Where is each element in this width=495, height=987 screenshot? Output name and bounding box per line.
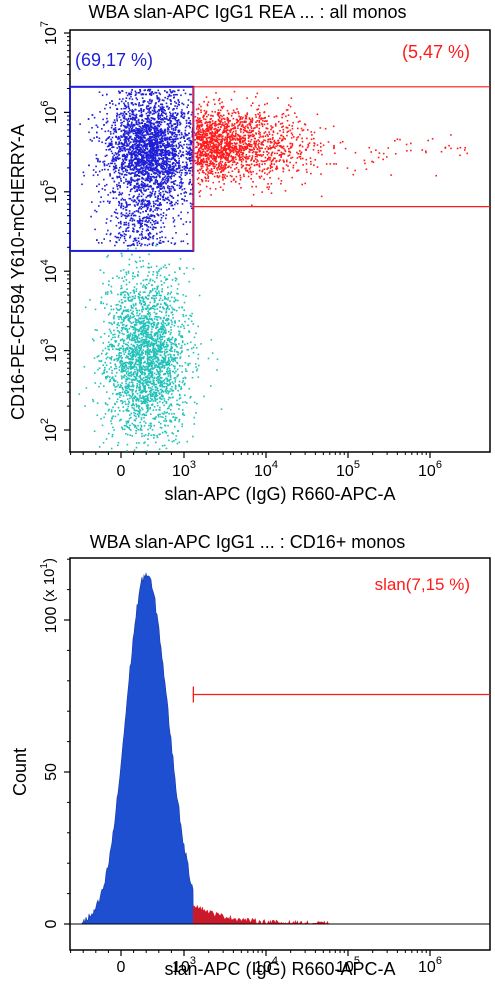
dot-plot-x-axis-label: slan-APC (IgG) R660-APC-A: [164, 484, 396, 504]
dot-plot-svg: 0 103 104 105 106 102 103 104 105 106 107 (69,17 …: [39, 21, 491, 480]
hist-y-tick-label: 100: [43, 607, 60, 634]
histogram-panel: WBA slan-APC IgG1 ... : CD16+ monos slan…: [0, 528, 495, 987]
hist-y-tick-label: 50: [43, 763, 60, 781]
hist-y-multiplier: (x 101): [39, 558, 58, 602]
dot-y-tick-label: 106: [39, 100, 60, 124]
hist-x-tick-label: 0: [117, 959, 126, 976]
dot-plot-x-axis: 0 103 104 105 106: [70, 452, 442, 480]
slan-gate-label: slan(7,15 %): [375, 575, 470, 594]
dot-plot-title: WBA slan-APC IgG1 REA ... : all monos: [88, 2, 407, 22]
dot-plot-gate-labels: (69,17 %) (5,47 %): [75, 42, 470, 70]
histogram-gate: slan(7,15 %): [192, 575, 490, 703]
dot-plot-y-axis-label: CD16-PE-CF594 Y610-mCHERRY-A: [8, 124, 28, 420]
dot-y-tick-label: 102: [39, 418, 60, 442]
histogram-y-axis: 0 50 100 (x 101): [39, 558, 70, 928]
dot-x-tick-label: 106: [418, 459, 442, 480]
histogram-x-axis-label: slan-APC (IgG) R660-APC-A: [164, 959, 396, 979]
dot-plot-panel: WBA slan-APC IgG1 REA ... : all monos 0 1…: [8, 2, 491, 504]
dot-plot-gates: [69, 85, 490, 252]
dot-x-tick-label: 0: [117, 463, 126, 480]
dot-plot-events: [78, 88, 468, 452]
dot-x-tick-label: 105: [336, 459, 360, 480]
histogram-title: WBA slan-APC IgG1 ... : CD16+ monos: [89, 532, 406, 552]
dot-x-tick-label: 103: [172, 459, 196, 480]
dot-y-tick-label: 105: [39, 180, 60, 204]
histogram-bins: [70, 572, 490, 925]
dot-x-tick-label: 104: [254, 459, 278, 480]
histogram-y-axis-label: Count: [10, 747, 30, 796]
histogram-area-slan-negative: [81, 572, 194, 925]
dot-y-tick-label: 107: [39, 21, 60, 45]
gate-label-blue: (69,17 %): [75, 50, 153, 70]
dot-y-tick-label: 104: [39, 259, 60, 283]
hist-y-tick-label: 0: [43, 919, 60, 928]
dot-y-tick-label: 103: [39, 339, 60, 363]
gate-label-red: (5,47 %): [402, 42, 470, 62]
dot-plot-y-axis: 102 103 104 105 106 107: [39, 21, 70, 442]
